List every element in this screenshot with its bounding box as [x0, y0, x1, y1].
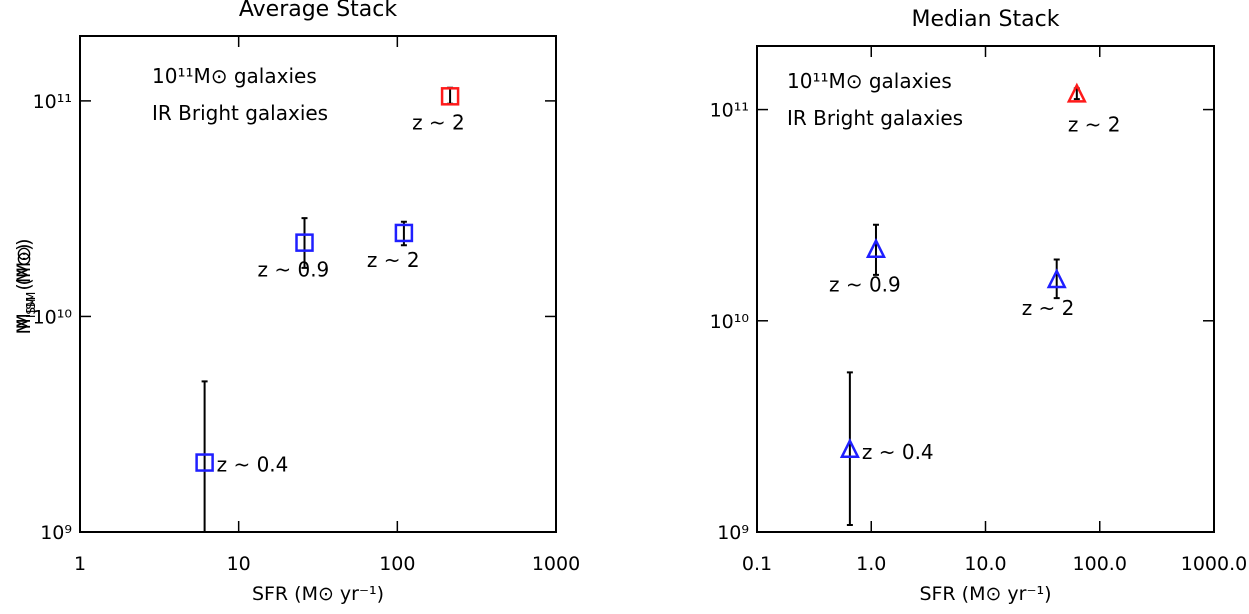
point-label: z ~ 0.4 — [862, 440, 934, 464]
legend-entry: 10¹¹M⊙ galaxies — [152, 64, 317, 88]
y-axis-label: MISM (M⊙) — [13, 243, 38, 334]
x-tick-label: 1.0 — [856, 553, 886, 575]
data-point — [440, 87, 460, 106]
point-label: z ~ 0.9 — [258, 258, 330, 282]
error-bar — [301, 217, 308, 269]
error-bar — [447, 86, 454, 105]
legend-entry: IR Bright galaxies — [152, 101, 328, 125]
data-point — [1066, 82, 1087, 103]
x-axis-label: SFR (M⊙ yr⁻¹) — [919, 583, 1051, 605]
data-point — [195, 453, 214, 472]
y-tick-label: 10¹¹ — [33, 91, 72, 113]
plot-frame — [79, 35, 557, 533]
x-tick-label: 0.1 — [742, 553, 772, 575]
error-bar — [201, 380, 208, 532]
legend-entry: IR Bright galaxies — [787, 106, 963, 130]
point-label: z ~ 0.4 — [217, 453, 289, 477]
error-bar — [1053, 258, 1060, 300]
y-tick-label: 10¹⁰ — [33, 306, 72, 328]
data-point — [1046, 268, 1067, 289]
x-tick-label: 1 — [74, 553, 86, 575]
x-tick-label: 100.0 — [1073, 553, 1127, 575]
y-tick-label: 10¹¹ — [710, 100, 749, 122]
chart-title: Median Stack — [912, 7, 1060, 32]
y-tick-label: 10⁹ — [717, 522, 749, 544]
point-label: z ~ 2 — [367, 248, 420, 272]
plot-area — [195, 86, 460, 532]
x-tick-label: 10 — [227, 553, 251, 575]
x-axis-label: SFR (M⊙ yr⁻¹) — [252, 583, 384, 605]
y-axis-label-main: M — [13, 313, 35, 329]
x-tick-label: 10.0 — [964, 553, 1006, 575]
data-point — [839, 438, 860, 459]
point-label: z ~ 2 — [1068, 112, 1121, 136]
y-axis-label: MISM (M⊙) — [13, 238, 38, 329]
y-tick-label: 10⁹ — [40, 522, 72, 544]
point-label: z ~ 0.9 — [829, 273, 901, 297]
y-axis-label-sub: ISM — [24, 297, 38, 319]
data-point — [394, 223, 414, 243]
y-axis-label-main: M — [13, 318, 35, 334]
data-point — [295, 233, 314, 252]
y-axis-label-sub: ISM — [24, 292, 38, 314]
y-tick-label: 10¹⁰ — [710, 311, 749, 333]
y-axis-label-unit: (M⊙) — [13, 243, 35, 296]
x-tick-label: 100 — [379, 553, 415, 575]
plot-area — [839, 82, 1087, 526]
legend-entry: 10¹¹M⊙ galaxies — [787, 69, 952, 93]
data-point — [865, 237, 887, 258]
point-label: z ~ 2 — [1022, 296, 1075, 320]
error-bar — [872, 223, 879, 276]
x-tick-label: 1000 — [532, 553, 580, 575]
error-bar — [846, 371, 853, 526]
x-tick-label: 1000.0 — [1181, 553, 1247, 575]
y-axis-label-unit: (M⊙) — [13, 238, 35, 291]
point-label: z ~ 2 — [412, 110, 465, 134]
chart-title: Average Stack — [239, 0, 398, 22]
